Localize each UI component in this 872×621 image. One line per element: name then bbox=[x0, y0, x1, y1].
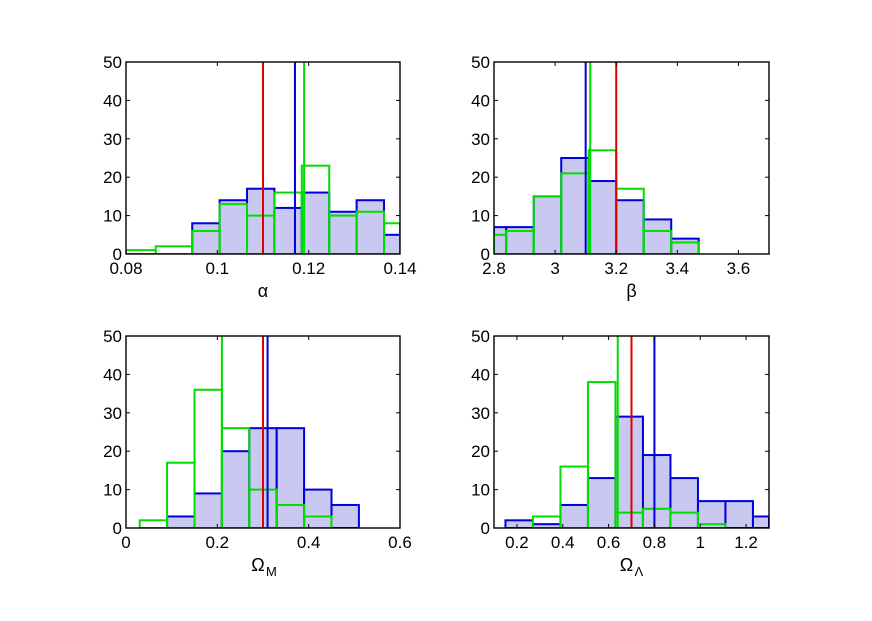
y-tick-label: 10 bbox=[103, 207, 122, 226]
hist-bar-series1 bbox=[641, 454, 672, 528]
x-tick-label: 0.8 bbox=[643, 533, 667, 552]
histogram-panel-4: 0 10 20 30 40 50 0.2 0.4 0.6 0.8 1 1.2 Ω Λ bbox=[471, 327, 770, 579]
y-tick-label: 0 bbox=[113, 519, 122, 538]
axes-box bbox=[493, 61, 770, 255]
plot-area bbox=[138, 336, 360, 528]
x-axis-label: Ω bbox=[251, 555, 264, 575]
y-tick-label: 0 bbox=[113, 245, 122, 264]
axes-box bbox=[125, 335, 401, 529]
x-tick-label: 3.2 bbox=[604, 259, 628, 278]
x-tick-label: 3.6 bbox=[727, 259, 751, 278]
y-tick-label: 50 bbox=[471, 327, 490, 346]
x-tick-label: 0 bbox=[121, 533, 130, 552]
hist-bar-series1 bbox=[328, 210, 358, 254]
axes-box bbox=[493, 335, 770, 529]
x-tick-label: 0.4 bbox=[551, 533, 575, 552]
y-tick-label: 50 bbox=[103, 53, 122, 72]
histogram-panel-3: 0 10 20 30 40 50 0 0.2 0.4 0.6 Ω M bbox=[103, 327, 412, 579]
x-tick-label: 0.6 bbox=[597, 533, 621, 552]
x-tick-label: 0.1 bbox=[206, 259, 230, 278]
x-tick-label: 0.08 bbox=[109, 259, 142, 278]
x-axis-label-subscript: Λ bbox=[635, 564, 644, 579]
x-tick-label: 0.12 bbox=[292, 259, 325, 278]
y-tick-label: 30 bbox=[103, 130, 122, 149]
y-tick-label: 30 bbox=[471, 404, 490, 423]
y-tick-label: 40 bbox=[103, 365, 122, 384]
hist-bar-series1 bbox=[532, 195, 563, 254]
y-tick-label: 20 bbox=[471, 442, 490, 461]
hist-bar-series1 bbox=[303, 488, 333, 528]
hist-bar-series1 bbox=[751, 515, 769, 528]
y-tick-label: 10 bbox=[471, 481, 490, 500]
x-axis-label: Ω bbox=[620, 555, 633, 575]
hist-bar-series1 bbox=[191, 222, 221, 254]
y-tick-label: 10 bbox=[471, 207, 490, 226]
y-tick-label: 30 bbox=[103, 404, 122, 423]
hist-bar-series2 bbox=[138, 519, 169, 528]
x-axis-label-subscript: M bbox=[266, 564, 277, 579]
hist-bar-series1 bbox=[669, 477, 699, 528]
x-tick-label: 0.4 bbox=[297, 533, 321, 552]
hist-bar-series1 bbox=[330, 503, 360, 528]
x-axis-label: α bbox=[258, 281, 268, 301]
plot-area bbox=[504, 336, 769, 528]
y-tick-label: 50 bbox=[103, 327, 122, 346]
hist-bar-series1 bbox=[273, 206, 303, 254]
hist-bar-series1 bbox=[220, 450, 251, 528]
hist-bar-series1 bbox=[383, 233, 400, 254]
hist-bar-series1 bbox=[504, 519, 534, 528]
plot-area bbox=[126, 62, 400, 254]
x-axis-label: β bbox=[626, 281, 636, 301]
hist-bar-series1 bbox=[246, 187, 276, 254]
axes-box bbox=[125, 61, 401, 255]
hist-bar-series1 bbox=[586, 477, 617, 528]
hist-bar-series1 bbox=[615, 199, 645, 254]
y-tick-label: 0 bbox=[481, 245, 490, 264]
x-tick-label: 1 bbox=[696, 533, 705, 552]
y-tick-label: 30 bbox=[471, 130, 490, 149]
x-tick-label: 0.2 bbox=[206, 533, 230, 552]
hist-bar-series1 bbox=[166, 515, 196, 528]
x-tick-label: 3.4 bbox=[666, 259, 690, 278]
y-tick-label: 20 bbox=[471, 168, 490, 187]
hist-bar-series1 bbox=[587, 180, 618, 254]
hist-bar-series1 bbox=[300, 191, 331, 254]
hist-bar-series2 bbox=[154, 245, 194, 254]
hist-bar-series1 bbox=[355, 199, 386, 254]
histogram-panel-1: 0 10 20 30 40 50 0.08 0.1 0.12 0.14 α bbox=[103, 53, 416, 301]
hist-bar-series1 bbox=[614, 415, 644, 528]
x-tick-label: 0.2 bbox=[505, 533, 529, 552]
hist-bar-series1 bbox=[218, 199, 249, 254]
y-tick-label: 0 bbox=[481, 519, 490, 538]
y-tick-label: 20 bbox=[103, 442, 122, 461]
histogram-panel-2: 0 10 20 30 40 50 2.8 3 3.2 3.4 3.6 β bbox=[471, 53, 770, 301]
x-tick-label: 2.8 bbox=[482, 259, 506, 278]
hist-bar-series1 bbox=[193, 492, 223, 528]
x-tick-label: 3 bbox=[550, 259, 559, 278]
y-tick-label: 40 bbox=[471, 91, 490, 110]
y-tick-label: 40 bbox=[471, 365, 490, 384]
hist-bar-series1 bbox=[275, 427, 306, 528]
plot-area bbox=[494, 62, 700, 254]
hist-bar-series1 bbox=[724, 500, 754, 528]
hist-bar-series2 bbox=[669, 511, 699, 528]
hist-bar-series1 bbox=[494, 226, 508, 254]
hist-bar-series1 bbox=[670, 237, 700, 254]
y-tick-label: 10 bbox=[103, 481, 122, 500]
y-tick-label: 20 bbox=[103, 168, 122, 187]
x-tick-label: 0.14 bbox=[383, 259, 416, 278]
y-tick-label: 40 bbox=[103, 91, 122, 110]
hist-bar-series1 bbox=[559, 503, 589, 528]
y-tick-label: 50 bbox=[471, 53, 490, 72]
hist-bar-series1 bbox=[642, 218, 673, 254]
x-tick-label: 1.2 bbox=[734, 533, 758, 552]
x-tick-label: 0.6 bbox=[388, 533, 412, 552]
